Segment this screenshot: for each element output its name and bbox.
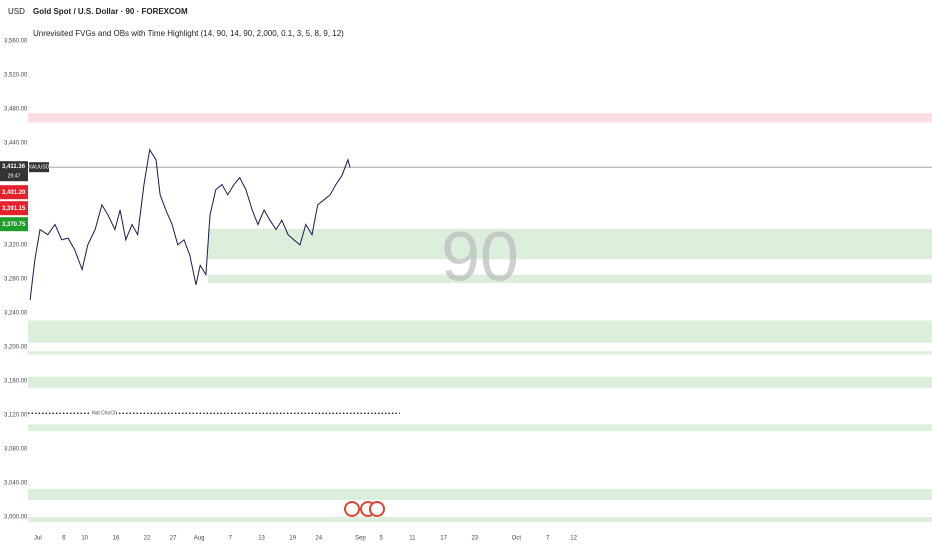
zone [28, 351, 932, 355]
x-tick-label: 17 [440, 536, 447, 542]
y-tick-label: 3,080.00 [4, 447, 28, 453]
chart-title: Gold Spot / U.S. Dollar · 90 · FOREXCOM [33, 7, 188, 16]
y-tick-label: 3,560.00 [4, 38, 28, 44]
x-tick-label: Jul [34, 536, 42, 542]
symbol-tag-bg [29, 162, 49, 173]
watermark: 90 [441, 217, 519, 295]
price-label-box [0, 217, 28, 232]
zone [28, 320, 932, 343]
zone [28, 424, 932, 432]
x-tick-label: 23 [471, 536, 478, 542]
x-tick-label: 13 [258, 536, 265, 542]
price-label: 3,401.20 [2, 190, 26, 196]
x-tick-label: 19 [289, 536, 296, 542]
zone [207, 228, 932, 260]
y-tick-label: 3,240.00 [4, 310, 28, 316]
zone [28, 516, 932, 523]
y-tick-label: 3,040.00 [4, 481, 28, 487]
zone [28, 488, 932, 500]
price-line [29, 148, 351, 301]
countdown: 29:47 [8, 174, 21, 180]
level-label: Not ChoCh [92, 411, 117, 417]
events [344, 501, 385, 517]
last-price-box [0, 161, 28, 182]
x-tick-label: 12 [570, 536, 577, 542]
y-tick-label: 3,120.00 [4, 412, 28, 418]
x-tick-label: Oct [512, 536, 522, 542]
event-icon [369, 501, 385, 517]
price-label: 3,391.15 [2, 206, 26, 212]
price-label-box [0, 185, 28, 200]
price-label: 3,370.75 [2, 222, 26, 228]
currency: USD [8, 7, 25, 16]
y-tick-label: 3,160.00 [4, 378, 28, 384]
y-tick-label: 3,520.00 [4, 72, 28, 78]
price-label-box [0, 201, 28, 216]
y-tick-label: 3,320.00 [4, 242, 28, 248]
x-tick-label: 6 [62, 536, 66, 542]
x-tick-label: 7 [546, 536, 550, 542]
x-tick-label: 24 [315, 536, 322, 542]
symbol-tag: XAUUSD [29, 165, 50, 171]
y-tick-label: 3,000.00 [4, 515, 28, 521]
x-tick-label: 16 [113, 536, 120, 542]
x-tick-label: Aug [194, 536, 205, 542]
x-tick-label: 7 [229, 536, 233, 542]
x-tick-label: 27 [170, 536, 177, 542]
zone [207, 274, 932, 284]
last-price-label: 3,411.36 [2, 164, 26, 170]
y-tick-label: 3,200.00 [4, 344, 28, 350]
y-tick-label: 3,280.00 [4, 276, 28, 282]
chart-subtitle: Unrevisited FVGs and OBs with Time Highl… [33, 29, 344, 38]
x-tick-label: 5 [380, 536, 384, 542]
zone [28, 113, 932, 123]
y-tick-label: 3,480.00 [4, 106, 28, 112]
y-tick-label: 3,440.00 [4, 140, 28, 146]
x-tick-label: Sep [355, 536, 366, 542]
zone [28, 376, 932, 388]
x-tick-label: 22 [144, 536, 151, 542]
x-tick-label: 11 [409, 536, 416, 542]
level-label-bg [90, 410, 116, 417]
event-icon [344, 501, 360, 517]
x-tick-label: 10 [81, 536, 88, 542]
